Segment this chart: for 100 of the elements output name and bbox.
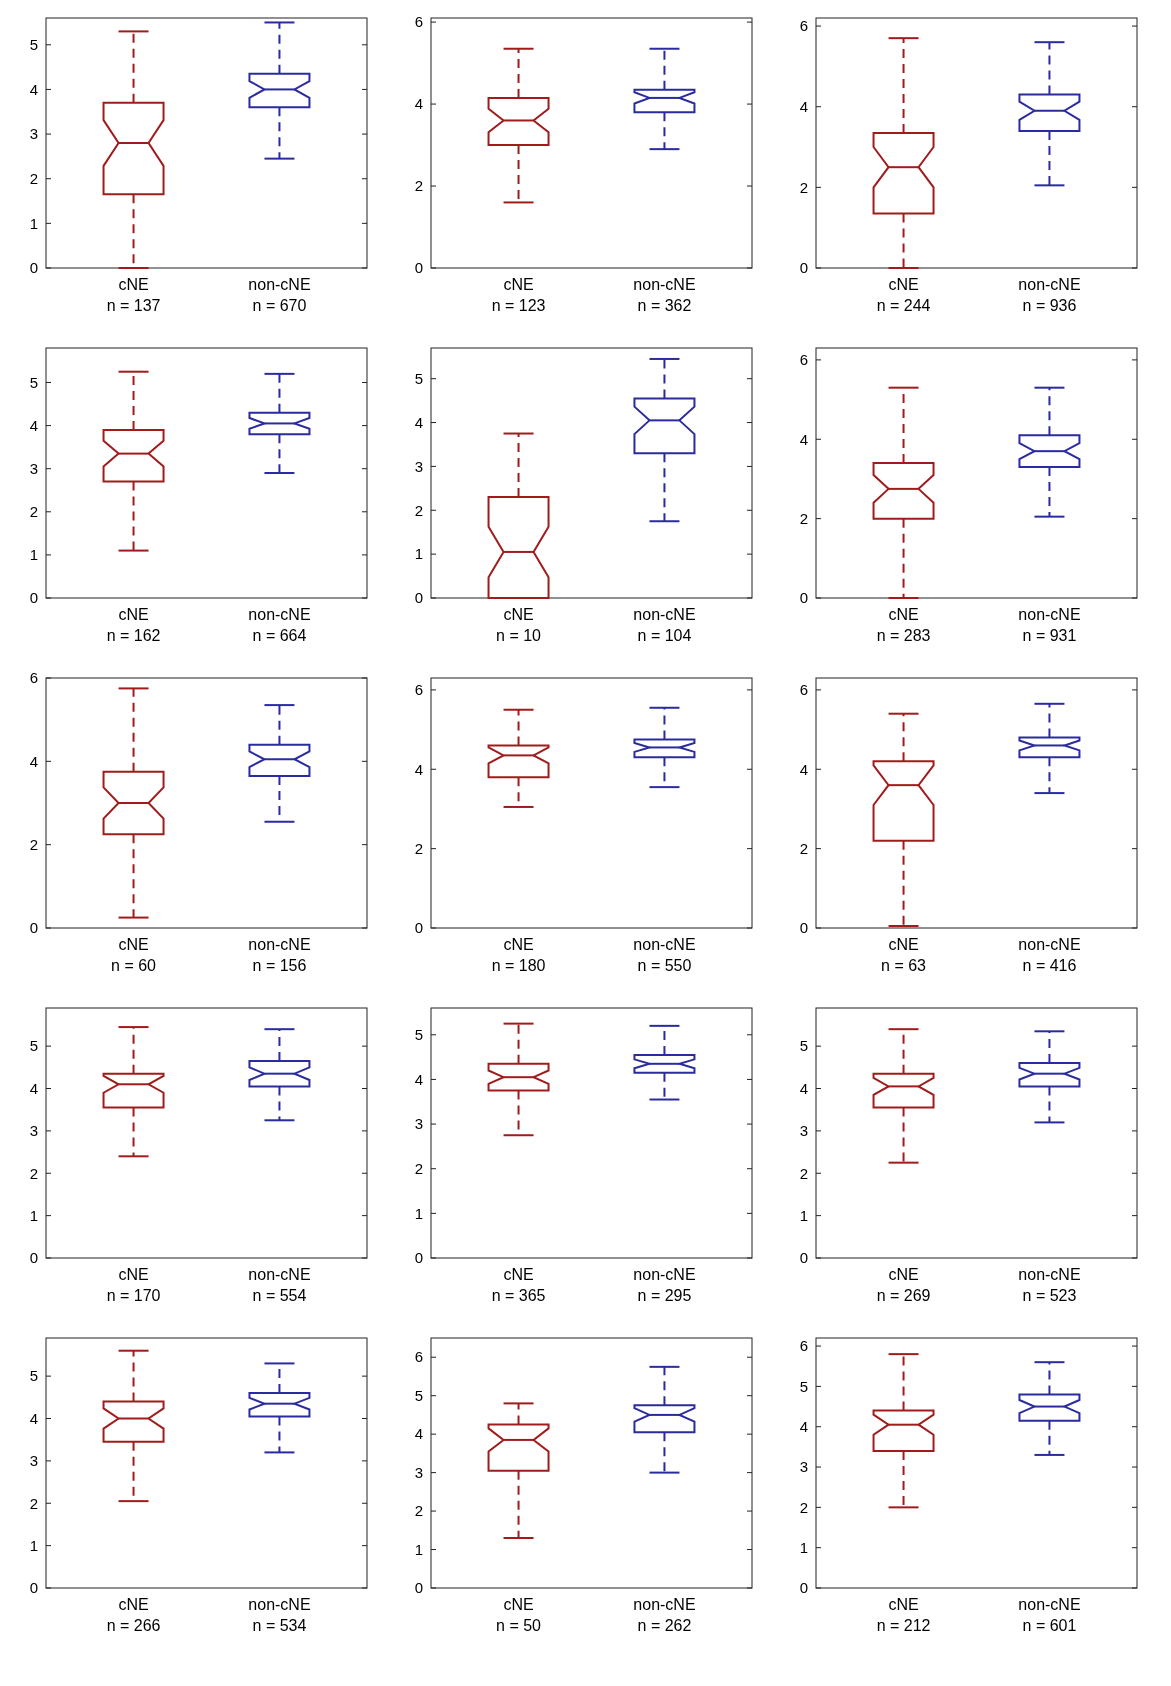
y-tick-label: 3 xyxy=(799,1122,808,1140)
x-tick-label: cNE n = 170 xyxy=(106,1266,161,1304)
x-tick-label: cNE n = 269 xyxy=(876,1266,931,1304)
y-tick-label: 1 xyxy=(414,545,423,563)
x-tick-label: non-cNE n = 554 xyxy=(248,1266,311,1304)
y-tick-label: 2 xyxy=(29,1494,38,1512)
x-tick-label: cNE n = 60 xyxy=(111,936,157,974)
y-tick-label: 0 xyxy=(29,589,38,607)
y-tick-label: 0 xyxy=(414,1249,423,1267)
x-tick-label: non-cNE n = 664 xyxy=(248,606,311,644)
y-tick-label: 2 xyxy=(414,177,423,195)
x-tick-label: cNE n = 162 xyxy=(106,606,161,644)
x-tick-label: cNE n = 63 xyxy=(881,936,927,974)
y-tick-label: 2 xyxy=(29,1164,38,1182)
x-tick-label: non-cNE n = 601 xyxy=(1018,1596,1081,1634)
x-tick-label: non-cNE n = 931 xyxy=(1018,606,1081,644)
x-tick-label: non-cNE n = 104 xyxy=(633,606,696,644)
y-tick-label: 2 xyxy=(799,509,808,527)
x-tick-label: cNE n = 266 xyxy=(106,1596,161,1634)
y-tick-label: 5 xyxy=(414,1026,423,1044)
y-tick-label: 0 xyxy=(29,919,38,937)
x-tick-label: non-cNE n = 295 xyxy=(633,1266,696,1304)
y-tick-label: 1 xyxy=(414,1204,423,1222)
y-tick-label: 4 xyxy=(29,80,38,98)
y-tick-label: 4 xyxy=(799,1417,808,1435)
y-tick-label: 0 xyxy=(799,1579,808,1597)
y-tick-label: 3 xyxy=(29,1452,38,1470)
x-tick-label: non-cNE n = 156 xyxy=(248,936,311,974)
y-tick-label: 6 xyxy=(799,17,808,35)
y-tick-label: 4 xyxy=(799,1079,808,1097)
y-tick-label: 3 xyxy=(414,457,423,475)
y-tick-label: 0 xyxy=(414,259,423,277)
y-tick-label: 6 xyxy=(29,669,38,687)
y-tick-label: 4 xyxy=(29,1079,38,1097)
x-tick-label: cNE n = 10 xyxy=(496,606,542,644)
y-tick-label: 5 xyxy=(414,369,423,387)
y-tick-label: 1 xyxy=(29,1206,38,1224)
y-tick-label: 0 xyxy=(414,919,423,937)
x-tick-label: cNE n = 137 xyxy=(106,276,161,314)
y-tick-label: 2 xyxy=(799,178,808,196)
y-tick-label: 6 xyxy=(799,1337,808,1355)
y-tick-label: 2 xyxy=(799,839,808,857)
y-tick-label: 4 xyxy=(414,413,423,431)
y-tick-label: 1 xyxy=(799,1538,808,1556)
y-tick-label: 3 xyxy=(414,1115,423,1133)
x-tick-label: cNE n = 365 xyxy=(491,1266,546,1304)
x-tick-label: non-cNE n = 936 xyxy=(1018,276,1081,314)
y-tick-label: 0 xyxy=(414,1579,423,1597)
y-tick-label: 6 xyxy=(414,681,423,699)
y-tick-label: 1 xyxy=(29,1536,38,1554)
y-tick-label: 6 xyxy=(414,13,423,31)
y-tick-label: 3 xyxy=(799,1458,808,1476)
y-tick-label: 2 xyxy=(29,169,38,187)
y-tick-label: 4 xyxy=(414,95,423,113)
y-tick-label: 3 xyxy=(29,459,38,477)
y-tick-label: 0 xyxy=(414,589,423,607)
y-tick-label: 4 xyxy=(799,97,808,115)
x-tick-label: cNE n = 212 xyxy=(876,1596,931,1634)
x-tick-label: non-cNE n = 550 xyxy=(633,936,696,974)
y-tick-label: 3 xyxy=(29,125,38,143)
x-tick-label: cNE n = 244 xyxy=(876,276,931,314)
y-tick-label: 4 xyxy=(414,760,423,778)
y-tick-label: 6 xyxy=(799,681,808,699)
y-tick-label: 3 xyxy=(414,1463,423,1481)
x-tick-label: non-cNE n = 670 xyxy=(248,276,311,314)
y-tick-label: 2 xyxy=(29,503,38,521)
y-tick-label: 2 xyxy=(29,835,38,853)
x-tick-label: non-cNE n = 416 xyxy=(1018,936,1081,974)
y-tick-label: 5 xyxy=(414,1386,423,1404)
y-tick-label: 0 xyxy=(29,1249,38,1267)
x-tick-label: non-cNE n = 262 xyxy=(633,1596,696,1634)
y-tick-label: 0 xyxy=(799,1249,808,1267)
y-tick-label: 6 xyxy=(799,351,808,369)
y-tick-label: 2 xyxy=(414,1159,423,1177)
y-tick-label: 5 xyxy=(799,1377,808,1395)
y-tick-label: 4 xyxy=(414,1070,423,1088)
y-tick-label: 5 xyxy=(29,373,38,391)
y-tick-label: 3 xyxy=(29,1122,38,1140)
y-tick-label: 1 xyxy=(29,214,38,232)
x-tick-label: cNE n = 283 xyxy=(876,606,931,644)
x-tick-label: cNE n = 180 xyxy=(491,936,546,974)
y-tick-label: 5 xyxy=(799,1037,808,1055)
x-tick-label: cNE n = 123 xyxy=(491,276,546,314)
y-tick-label: 2 xyxy=(414,1502,423,1520)
y-tick-label: 1 xyxy=(414,1540,423,1558)
y-tick-label: 0 xyxy=(29,1579,38,1597)
y-tick-label: 4 xyxy=(29,752,38,770)
x-tick-label: non-cNE n = 362 xyxy=(633,276,696,314)
y-tick-label: 1 xyxy=(29,546,38,564)
y-tick-label: 4 xyxy=(799,430,808,448)
y-tick-label: 4 xyxy=(29,416,38,434)
y-tick-label: 2 xyxy=(414,839,423,857)
y-tick-label: 4 xyxy=(799,760,808,778)
y-tick-label: 6 xyxy=(414,1348,423,1366)
y-tick-label: 2 xyxy=(414,501,423,519)
y-tick-label: 2 xyxy=(799,1498,808,1516)
y-tick-label: 5 xyxy=(29,36,38,54)
y-tick-label: 0 xyxy=(799,919,808,937)
y-tick-label: 0 xyxy=(799,259,808,277)
y-tick-label: 4 xyxy=(29,1409,38,1427)
